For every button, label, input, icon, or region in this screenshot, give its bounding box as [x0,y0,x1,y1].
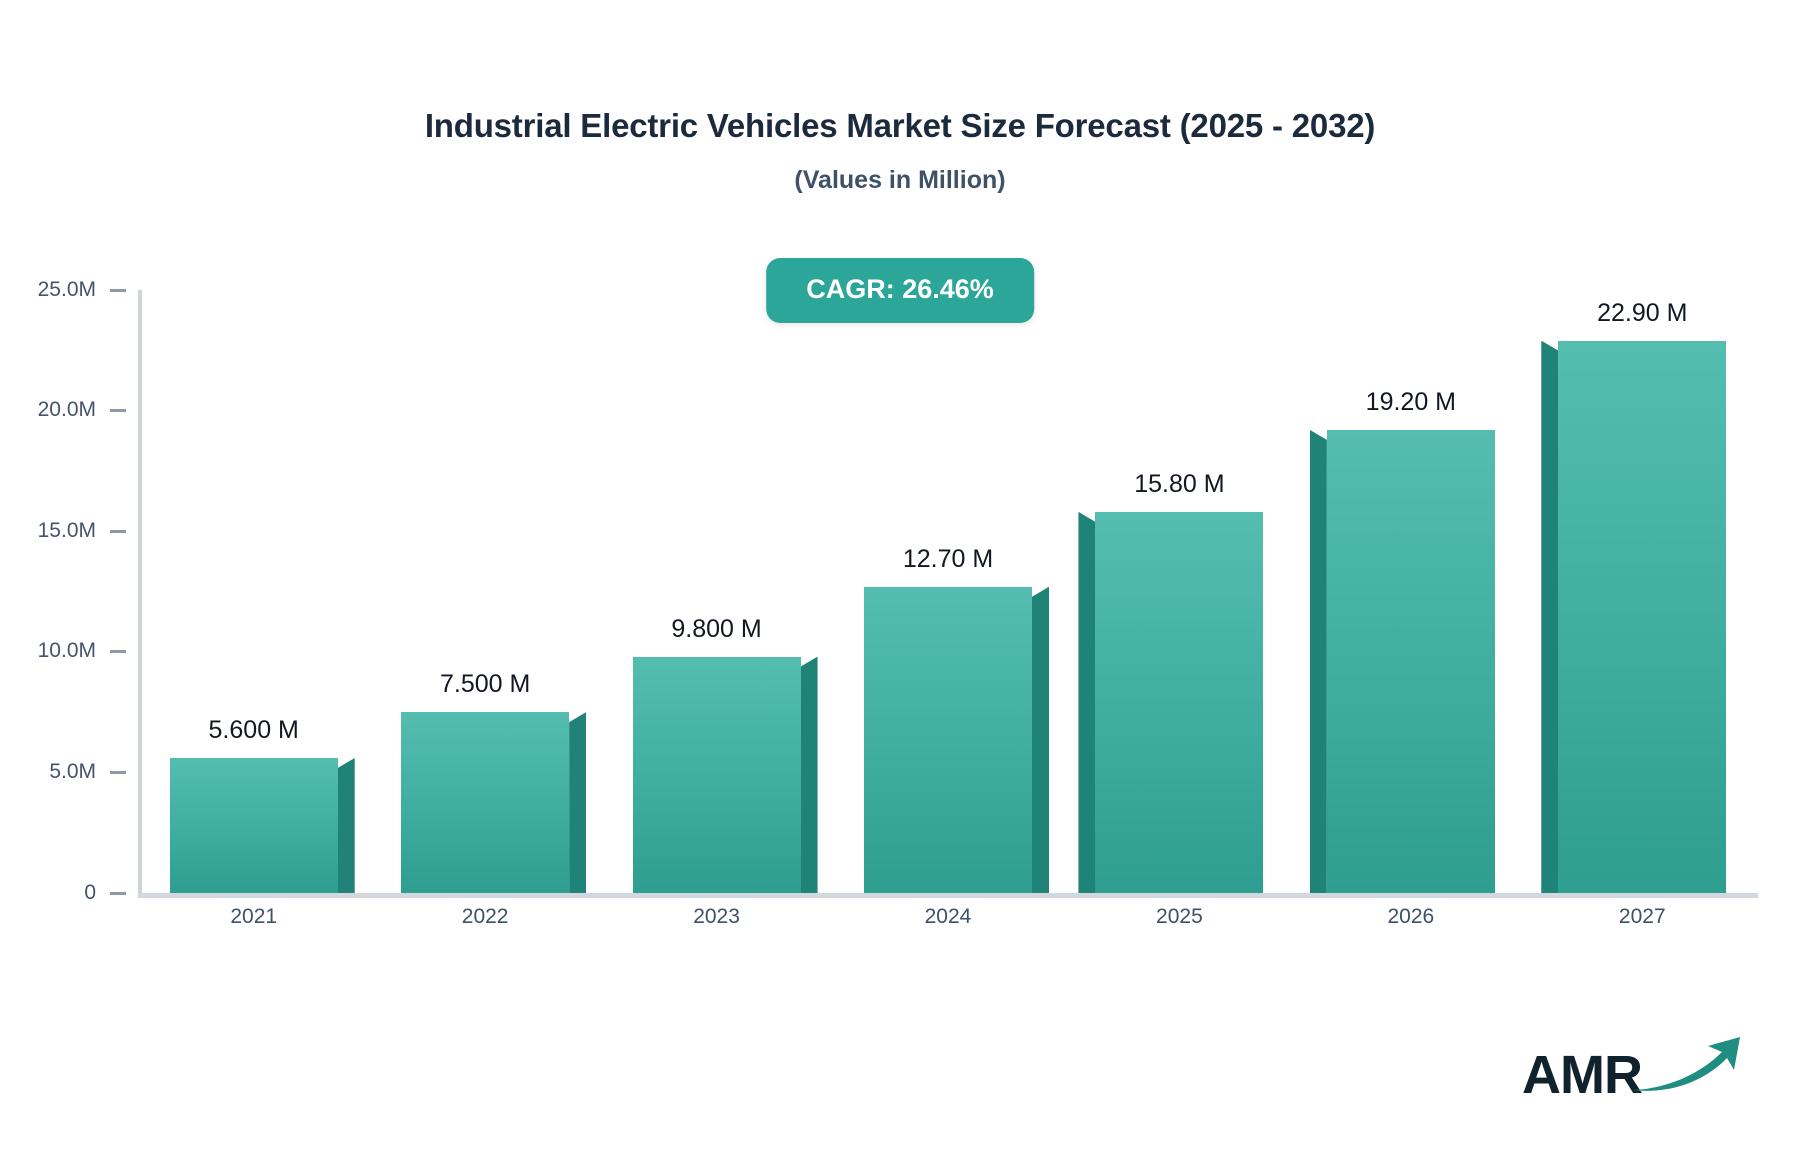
y-axis-tick-mark [110,529,126,533]
growth-arrow-icon [1628,1033,1748,1100]
bar-front-face [1095,511,1264,893]
bar-value-label: 22.90 M [1597,298,1688,327]
x-axis-label-2025: 2025 [1156,905,1203,928]
bar-depth-face [1032,586,1049,893]
bar-front-face [632,656,801,893]
bar-2025[interactable]: 15.80 M [1078,470,1264,893]
bar-slot: 7.500 M [401,290,587,893]
bar-slot: 22.90 M [1541,290,1727,893]
x-axis-baseline [138,893,1758,898]
bar-value-label: 5.600 M [208,715,299,744]
bar-front-face [864,586,1032,893]
bar-depth-face [1541,340,1559,893]
bar-2026[interactable]: 19.20 M [1309,388,1495,893]
y-axis-tick-label: 20.0M [37,398,96,422]
bar-series: 5.600 M 7.500 M 9.800 M 12.70 M 15.80 M 19.20… [138,290,1758,893]
bar-2021[interactable]: 5.600 M [169,716,355,893]
y-axis-tick-mark [110,891,126,895]
chart-subtitle: (Values in Million) [794,166,1006,195]
bar-slot: 9.800 M [632,290,818,893]
y-axis-spine [138,290,142,893]
y-axis-tick-label: 5.0M [49,759,96,783]
x-axis-label-2022: 2022 [461,905,509,928]
bar-depth-face [800,656,818,893]
bar-front-face [169,757,338,893]
x-axis-label-2024: 2024 [924,905,972,928]
logo-text: AMR [1522,1045,1643,1105]
bar-front-face [1326,429,1495,893]
bar-depth-face [337,757,355,893]
bar-value-label: 9.800 M [671,614,762,643]
x-axis-label-2026: 2026 [1387,905,1435,928]
bar-2027[interactable]: 22.90 M [1541,299,1727,893]
bar-2022[interactable]: 7.500 M [401,670,587,893]
bar-depth-face [569,712,587,893]
y-axis-tick-mark [110,288,126,292]
amr-logo: AMR [1522,1033,1748,1102]
y-axis-tick-label: 10.0M [37,639,96,663]
y-axis-tick-label: 15.0M [37,518,96,542]
bar-2024[interactable]: 12.70 M [864,545,1049,893]
bar-2023[interactable]: 9.800 M [632,615,818,893]
bar-front-face [1558,340,1727,893]
y-axis-tick-mark [110,409,126,413]
bar-slot: 15.80 M [1078,290,1264,893]
bar-slot: 5.600 M [169,290,355,893]
page-title: Industrial Electric Vehicles Market Size… [424,107,1376,144]
bar-value-label: 15.80 M [1134,469,1225,498]
bar-depth-face [1309,429,1327,893]
y-axis-tick-label: 25.0M [37,277,96,301]
bar-slot: 19.20 M [1309,290,1495,893]
bar-front-face [401,712,570,893]
y-axis-tick-mark [110,650,126,654]
cagr-badge: CAGR: 26.46% [766,258,1034,323]
y-axis-tick-mark [110,770,126,774]
x-axis-labels: 2021 2022 2023 2024 2025 2026 2027 [138,905,1758,945]
plot-area: 0 5.0M 10.0M 15.0M 20.0M 25.0M 5.600 M 7.500 M… [38,279,1758,903]
bar-depth-face [1078,511,1096,893]
x-axis-label-2027: 2027 [1618,905,1666,928]
title-block: Industrial Electric Vehicles Market Size… [0,107,1800,195]
bar-value-label: 12.70 M [902,544,994,573]
y-axis-tick-label: 0 [84,880,96,904]
bar-value-label: 7.500 M [439,670,531,699]
bar-slot: 12.70 M [864,290,1049,893]
x-axis-label-2023: 2023 [693,905,740,928]
x-axis-label-2021: 2021 [230,905,278,928]
bar-value-label: 19.20 M [1365,387,1457,416]
